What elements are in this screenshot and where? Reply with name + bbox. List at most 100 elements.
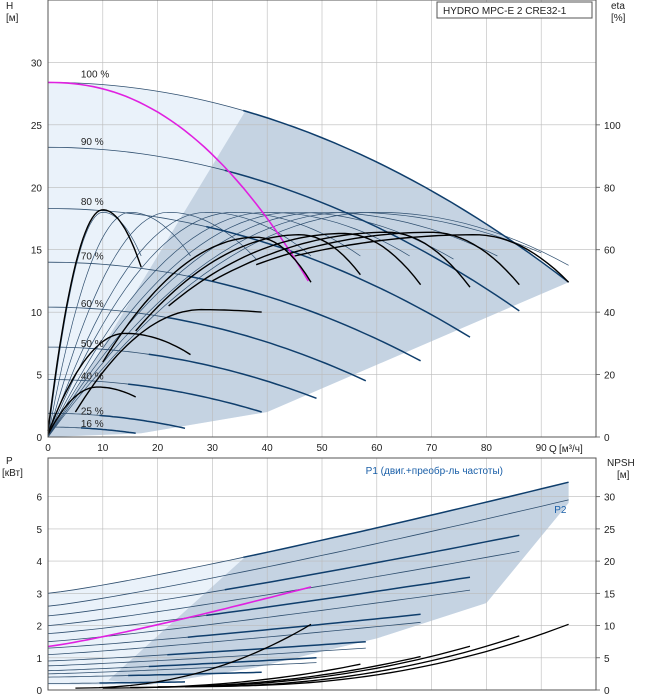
speed-curve-light: [48, 346, 149, 355]
speed-label: 80 %: [81, 197, 104, 208]
p1-curve: [224, 534, 520, 591]
y-tick-label: 0: [36, 433, 42, 444]
y2-tick-label: 30: [604, 493, 616, 504]
speed-label: 100 %: [81, 69, 109, 80]
y2-tick-label: 0: [604, 433, 610, 444]
p2-curve: [47, 499, 569, 607]
x-tick-label: 40: [262, 443, 274, 454]
p-q-plot-frame: [47, 457, 597, 691]
x-tick-label: 60: [371, 443, 383, 454]
p-axis-label: P: [6, 456, 13, 467]
speed-label: 16 %: [81, 419, 104, 430]
pump-h-curve: [294, 233, 570, 283]
efficiency-curve: [47, 211, 542, 438]
efficiency-curve: [47, 211, 410, 438]
duty-curve-magenta: [47, 81, 309, 282]
power-series-label: P2: [554, 505, 567, 516]
npsh-axis-label: NPSH: [607, 458, 635, 469]
speed-curve-light: [48, 426, 81, 429]
y2-tick-label: 25: [604, 525, 616, 536]
speed-label: 50 %: [81, 339, 104, 350]
eta-axis-unit: [%]: [611, 13, 626, 24]
speed-curve-light: [47, 208, 207, 227]
power-series-label: P1 (двиг.+преобр-ль частоты): [366, 465, 503, 477]
p1-curve-light: [47, 556, 244, 594]
p2-curve: [47, 647, 366, 667]
speed-curve-light: [47, 146, 225, 171]
x-tick-label: 50: [316, 443, 328, 454]
p2-curve: [47, 551, 520, 626]
pump-h-curve: [212, 231, 471, 288]
speed-curve: [99, 414, 186, 430]
pump-h-curve: [47, 332, 191, 434]
y-tick-label: 1: [36, 654, 42, 665]
speed-curve: [128, 383, 262, 413]
y-tick-label: 15: [31, 246, 43, 257]
q-axis-label: Q: [549, 444, 557, 455]
y-tick-label: 5: [36, 371, 42, 382]
speed-label: 90 %: [81, 137, 104, 148]
efficiency-curve: [47, 211, 312, 438]
p1-curve-light: [47, 675, 129, 678]
y2-tick-label: 5: [604, 654, 610, 665]
speed-curve-light: [47, 82, 244, 111]
duty-power-curve-magenta: [47, 586, 312, 648]
h-axis-unit: [м]: [6, 13, 19, 24]
speed-curve: [80, 427, 136, 435]
chart-title: HYDRO MPC-E 2 CRE32-1: [443, 6, 567, 17]
eta-axis-label: eta: [611, 1, 625, 12]
efficiency-curve: [47, 211, 142, 438]
speed-label: 25 %: [81, 407, 104, 418]
speed-curve-light: [48, 379, 129, 385]
title-box: [436, 1, 593, 19]
y-tick-label: 10: [31, 308, 43, 319]
efficiency-curve: [47, 211, 361, 438]
efficiency-curve: [47, 211, 454, 438]
pump-h-curve: [74, 308, 262, 413]
x-tick-label: 80: [481, 443, 493, 454]
x-tick-label: 0: [45, 443, 51, 454]
speed-curve: [187, 275, 421, 362]
y2-tick-label: 10: [604, 622, 616, 633]
p1-curve-light: [47, 589, 225, 617]
speed-label: 40 %: [81, 372, 104, 383]
p2-curve: [47, 589, 471, 643]
p1-curve-light: [47, 654, 168, 662]
y2-tick-label: 60: [604, 246, 616, 257]
speed-curve-light: [47, 306, 168, 318]
npsh-curve: [212, 623, 569, 687]
h-q-plot: 0 10 20 30 40 50 60 70 80 90 0 5 10 15 20 25 30 0 20 40 60 80…: [31, 0, 621, 454]
p2-curve: [47, 621, 421, 655]
speed-curve: [148, 353, 317, 400]
pump-h-curve: [255, 231, 520, 286]
speed-label: 70 %: [81, 252, 104, 263]
pump-h-curve: [168, 232, 422, 307]
x-tick-label: 10: [97, 443, 109, 454]
npsh-curve: [75, 623, 312, 689]
y2-tick-label: 15: [604, 589, 616, 600]
p1-curve: [187, 613, 421, 638]
y2-tick-label: 0: [604, 686, 610, 697]
h-q-plot-frame: [47, 0, 597, 438]
y-tick-label: 6: [36, 493, 42, 504]
p-axis-unit: [кВт]: [2, 468, 23, 479]
y-tick-label: 20: [31, 183, 43, 194]
pump-h-curve: [135, 233, 361, 332]
y-tick-label: 2: [36, 622, 42, 633]
y-tick-label: 0: [36, 686, 42, 697]
y-tick-label: 3: [36, 589, 42, 600]
y-tick-label: 25: [31, 121, 43, 132]
x-tick-label: 90: [536, 443, 548, 454]
y-tick-label: 4: [36, 557, 42, 568]
speed-curve-light: [47, 261, 188, 277]
h-axis-label: H: [6, 1, 13, 12]
p1-curve: [243, 481, 569, 559]
p1-curve-light: [47, 636, 188, 649]
p2-curve: [47, 662, 317, 675]
q-axis-unit: [м³/ч]: [559, 444, 583, 455]
p-q-plot: 0 1 2 3 4 5 6 0 5 10 15 20 25 30 P1 (двиг.+преобр-ль ч…: [36, 457, 616, 697]
speed-label: 60 %: [81, 299, 104, 310]
p1-curve: [99, 681, 186, 684]
x-tick-label: 30: [207, 443, 219, 454]
